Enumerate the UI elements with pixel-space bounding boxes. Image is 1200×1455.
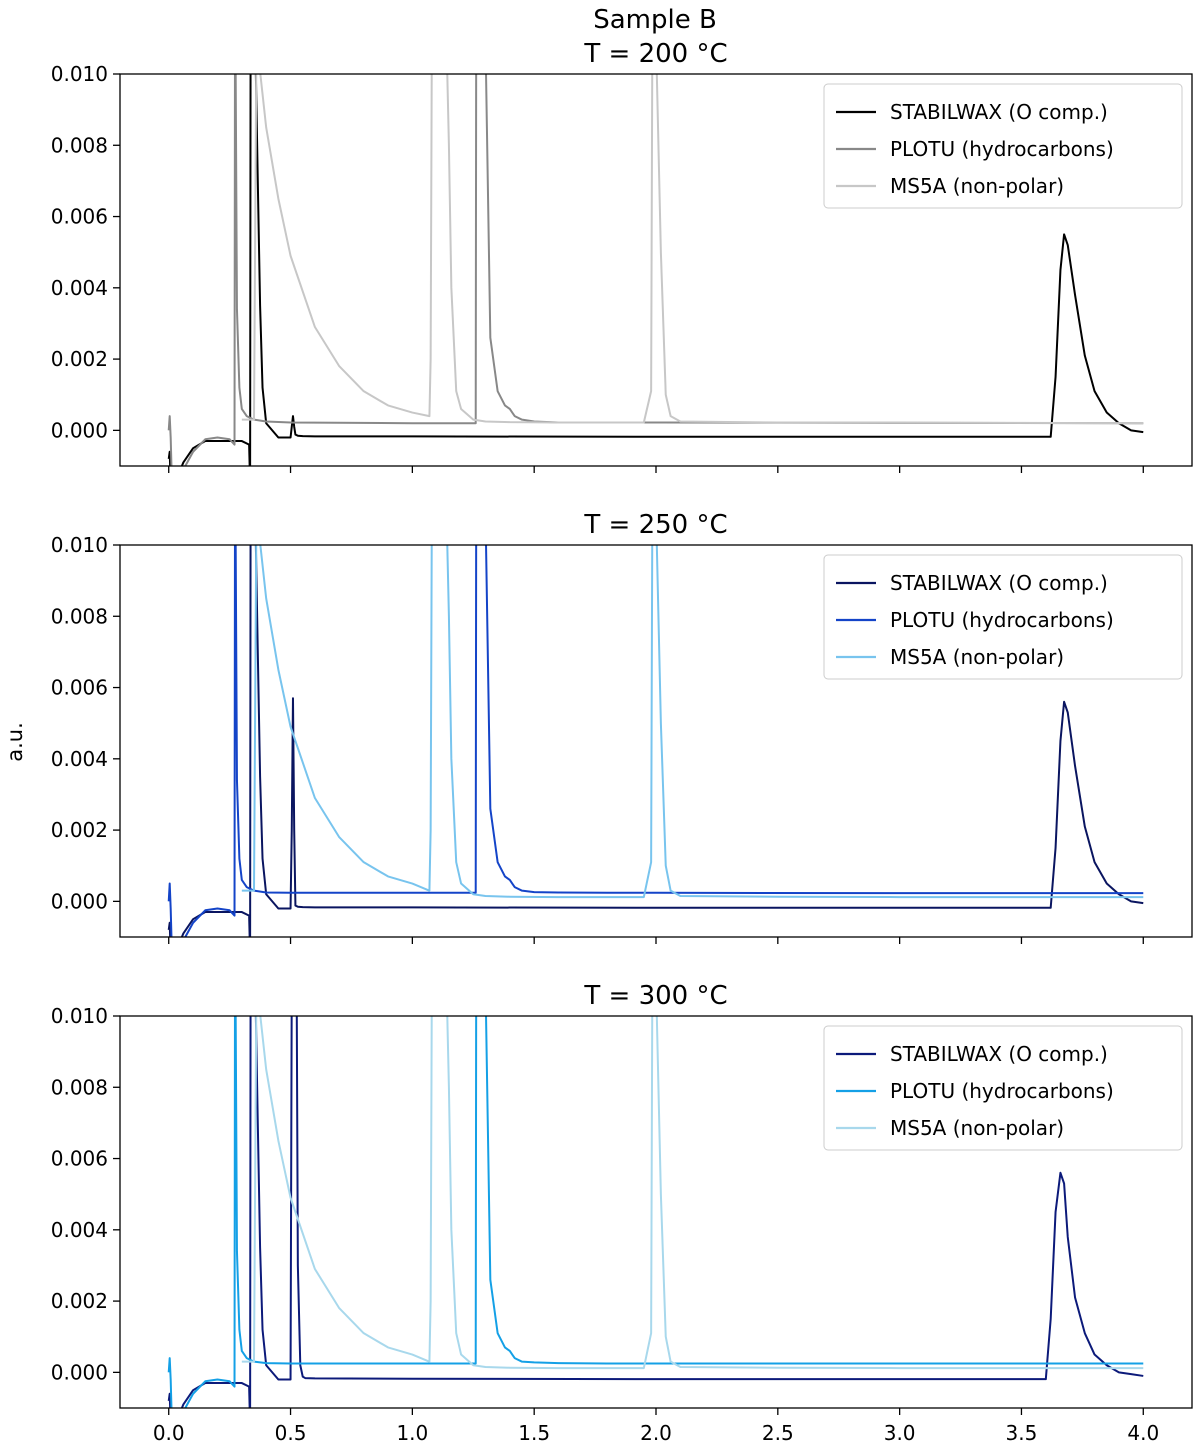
legend-box (823, 554, 1183, 680)
legend-label: STABILWAX (O comp.) (890, 100, 1108, 124)
y-tick-label: 0.002 (51, 818, 108, 842)
series-lines (167, 545, 1144, 937)
y-tick-label: 0.006 (51, 205, 108, 229)
legend-label: MS5A (non-polar) (890, 1116, 1064, 1140)
chart-panel-1: T = 200 °C 0.000 0.002 0.004 0.006 0.008 0.010… (51, 39, 1193, 473)
x-tick-label: 2.5 (762, 1421, 794, 1445)
y-tick-label: 0.004 (51, 1218, 108, 1242)
series-lines (167, 1016, 1144, 1408)
series-line-1 (167, 545, 1144, 937)
panel-title: T = 250 °C (583, 510, 727, 540)
charts-container: T = 200 °C 0.000 0.002 0.004 0.006 0.008 0.010… (51, 39, 1193, 1445)
legend-label: MS5A (non-polar) (890, 174, 1064, 198)
y-tick-label: 0.006 (51, 1147, 108, 1171)
legend-label: PLOTU (hydrocarbons) (890, 608, 1114, 632)
legend-label: MS5A (non-polar) (890, 645, 1064, 669)
series-line-2 (167, 545, 1144, 937)
x-tick-label: 3.5 (1006, 1421, 1038, 1445)
y-tick-label: 0.010 (51, 1004, 108, 1028)
y-tick-label: 0.010 (51, 62, 108, 86)
legend-box (823, 83, 1183, 209)
legend: STABILWAX (O comp.) PLOTU (hydrocarbons) M… (823, 83, 1183, 209)
series-line-1 (167, 1016, 1144, 1408)
y-axis-label: a.u. (3, 722, 27, 762)
series-line-3 (241, 74, 1144, 425)
y-tick-label: 0.000 (51, 418, 108, 442)
panel-title: T = 200 °C (583, 39, 727, 69)
series-line-2 (167, 74, 1144, 466)
x-tick-label: 1.5 (518, 1421, 550, 1445)
x-tick-label: 3.0 (884, 1421, 916, 1445)
y-tick-label: 0.008 (51, 1075, 108, 1099)
legend-box (823, 1025, 1183, 1151)
legend: STABILWAX (O comp.) PLOTU (hydrocarbons) M… (823, 554, 1183, 680)
legend-label: PLOTU (hydrocarbons) (890, 137, 1114, 161)
y-tick-label: 0.010 (51, 533, 108, 557)
x-tick-label: 0.0 (153, 1421, 185, 1445)
y-tick-label: 0.000 (51, 889, 108, 913)
series-line-1 (167, 74, 1144, 466)
x-tick-label: 4.0 (1127, 1421, 1159, 1445)
legend: STABILWAX (O comp.) PLOTU (hydrocarbons) M… (823, 1025, 1183, 1151)
chart-panel-3: T = 300 °C 0.000 0.002 0.004 0.006 0.008 0.010… (51, 981, 1193, 1445)
series-lines (167, 74, 1144, 466)
x-tick-label: 2.0 (640, 1421, 672, 1445)
y-tick-label: 0.008 (51, 604, 108, 628)
x-tick-label: 0.5 (275, 1421, 307, 1445)
series-line-3 (241, 545, 1144, 899)
y-tick-label: 0.004 (51, 276, 108, 300)
chart-panel-2: T = 250 °C 0.000 0.002 0.004 0.006 0.008 0.010… (51, 510, 1193, 944)
legend-label: STABILWAX (O comp.) (890, 1042, 1108, 1066)
y-tick-label: 0.008 (51, 133, 108, 157)
x-tick-label: 1.0 (396, 1421, 428, 1445)
panel-title: T = 300 °C (583, 981, 727, 1011)
y-tick-label: 0.002 (51, 1289, 108, 1313)
legend-label: STABILWAX (O comp.) (890, 571, 1108, 595)
series-line-3 (241, 1016, 1144, 1370)
series-line-2 (167, 1016, 1144, 1408)
y-tick-label: 0.006 (51, 676, 108, 700)
y-tick-label: 0.002 (51, 347, 108, 371)
y-tick-label: 0.004 (51, 747, 108, 771)
legend-label: PLOTU (hydrocarbons) (890, 1079, 1114, 1103)
y-tick-label: 0.000 (51, 1360, 108, 1384)
figure-suptitle: Sample B (593, 5, 717, 35)
